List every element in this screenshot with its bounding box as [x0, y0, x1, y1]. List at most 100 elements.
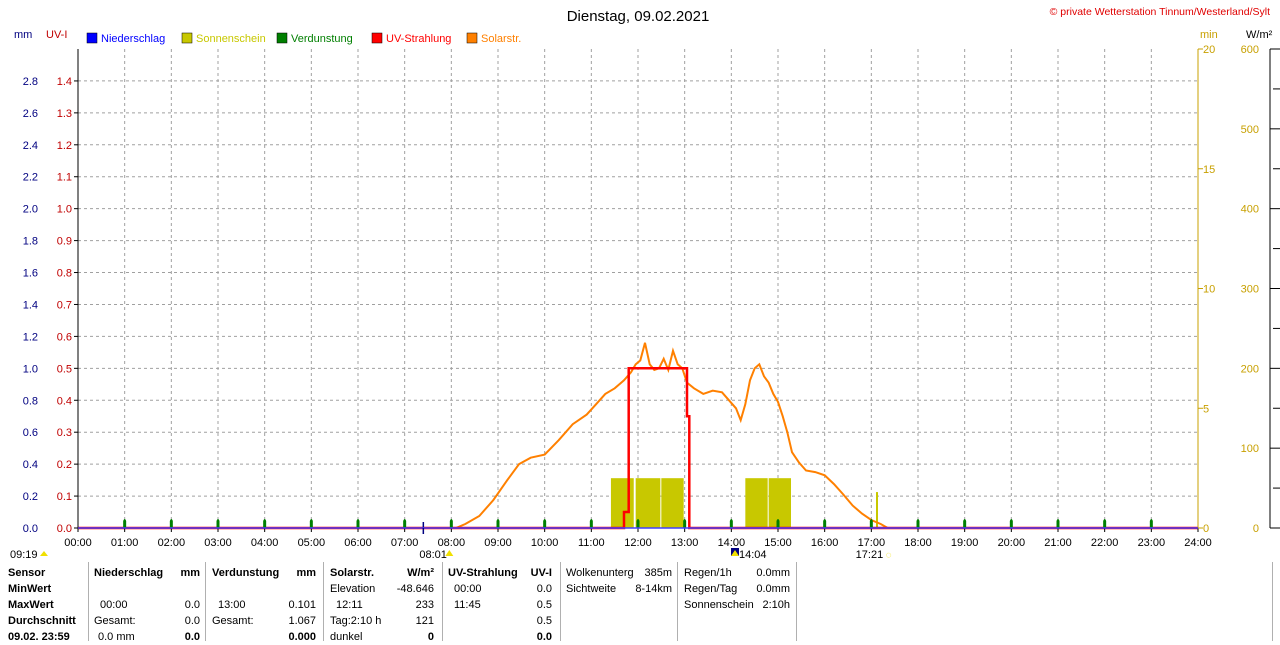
x-tick-label: 01:00	[111, 537, 139, 549]
uv-tick-label: 1.2	[57, 140, 72, 152]
wolkenunterg-value: 385m	[644, 567, 672, 579]
verdunstung-mark	[356, 519, 360, 528]
uv-tick-label: 1.4	[57, 76, 72, 88]
uv-series	[78, 367, 1198, 530]
regen-tag-value: 0.0mm	[756, 583, 790, 595]
mm-axis-label: mm	[14, 29, 32, 41]
mm-tick-label: 0.0	[23, 523, 38, 535]
uv-avg-value: 0.5	[536, 615, 552, 627]
uv-tick-label: 0.6	[57, 331, 72, 343]
legend-swatch-verdunstung	[276, 32, 288, 44]
uv-tick-label: 0.3	[57, 427, 72, 439]
row-label-sensor: Sensor	[8, 567, 46, 579]
min-tick-label: 0	[1203, 523, 1209, 535]
x-tick-label: 12:00	[624, 537, 652, 549]
moon-marker-icon: ◌	[886, 550, 892, 561]
uv-tick-label: 0.0	[57, 523, 72, 535]
x-tick-label: 03:00	[204, 537, 232, 549]
mm-tick-label: 0.8	[23, 395, 38, 407]
uv-tick-label: 0.2	[57, 459, 72, 471]
tick-labels: 0.0 0.2 0.4 0.6 0.8 1.0 1.2 1.4 1.6 1.8 2.0 2.2 2.4 2…	[23, 44, 1259, 549]
uv-axis-label: UV-I	[46, 29, 67, 41]
niederschlag-unit: mm	[180, 567, 200, 579]
solar-elevation-label: Elevation	[330, 583, 376, 595]
niederschlag-total-label: Gesamt:	[94, 615, 136, 627]
mm-tick-label: 2.0	[23, 204, 38, 216]
legend-label-niederschlag: Niederschlag	[101, 33, 165, 45]
min-axis-label: min	[1200, 29, 1218, 41]
uv-tick-label: 0.8	[57, 268, 72, 280]
sunrise-marker-label: 08:01	[419, 549, 447, 561]
row-labels: Sensor MinWert MaxWert Durchschnitt 09.0…	[8, 565, 86, 645]
solar-current-label: dunkel	[330, 631, 363, 643]
uv-current-value: 0.0	[536, 631, 552, 643]
wm2-tick-label: 300	[1241, 284, 1259, 296]
uv-column: UV-Strahlung UV-I 00:00 0.0 11:45 0.5 0.5 0…	[448, 565, 552, 645]
solar-elevation-value: -48.646	[396, 583, 434, 595]
wm2-axis-label: W/m²	[1246, 29, 1273, 41]
sunset-marker-label: 17:21	[856, 549, 884, 561]
legend-label-verdunstung: Verdunstung	[291, 33, 353, 45]
solar-line	[455, 342, 889, 529]
verdunstung-mark	[263, 519, 267, 528]
info-column: Wolkenunterg 385m Sichtweite 8-14km	[566, 565, 672, 597]
regen-1h-label: Regen/1h	[684, 567, 732, 579]
sunshine-bars	[610, 478, 878, 528]
mm-tick-label: 2.2	[23, 172, 38, 184]
wm2-tick-label: 600	[1241, 44, 1259, 56]
x-tick-label: 18:00	[904, 537, 932, 549]
verdunstung-mark	[1056, 519, 1060, 528]
uv-min-time: 00:00	[454, 583, 482, 595]
row-label-avg: Durchschnitt	[8, 615, 76, 627]
verdunstung-mark	[309, 519, 313, 528]
sunshine-bar	[635, 478, 661, 528]
solar-max-time: 12:11	[336, 599, 363, 611]
wolkenunterg-label: Wolkenunterg	[566, 567, 634, 579]
verdunstung-mark	[776, 519, 780, 528]
verdunstung-mark	[1009, 519, 1013, 528]
x-tick-label: 05:00	[298, 537, 326, 549]
wm2-tick-label: 500	[1241, 124, 1259, 136]
mm-tick-label: 1.4	[23, 299, 38, 311]
verdunstung-mark	[869, 519, 873, 528]
uv-min-value: 0.0	[536, 583, 552, 595]
sunshine-bar	[768, 478, 791, 528]
mm-tick-label: 2.4	[23, 140, 38, 152]
regen-tag-label: Regen/Tag	[684, 583, 738, 595]
x-tick-label: 21:00	[1044, 537, 1072, 549]
verdunstung-total-label: Gesamt:	[212, 615, 254, 627]
mm-tick-label: 0.2	[23, 491, 38, 503]
verdunstung-mark	[1149, 519, 1153, 528]
uv-tick-label: 0.1	[57, 491, 72, 503]
regen-1h-value: 0.0mm	[756, 567, 790, 579]
max-time-label: 14:04	[739, 549, 767, 561]
verdunstung-mark	[729, 519, 733, 528]
uv-unit: UV-I	[530, 567, 552, 579]
verdunstung-mark	[543, 519, 547, 528]
uv-tick-label: 0.9	[57, 236, 72, 248]
mm-tick-label: 2.6	[23, 108, 38, 120]
mm-tick-label: 0.6	[23, 427, 38, 439]
sun-marker-icon	[445, 550, 454, 556]
verdunstung-max-time: 13:00	[218, 599, 246, 611]
x-tick-label: 19:00	[951, 537, 979, 549]
sun-marker-icon	[731, 550, 739, 556]
x-tick-label: 23:00	[1138, 537, 1166, 549]
sunshine-bar	[610, 478, 634, 528]
row-label-time: 09.02. 23:59	[8, 631, 70, 643]
verdunstung-mark	[1103, 519, 1107, 528]
verdunstung-column: Verdunstung mm 13:00 0.101 Gesamt: 1.067 0.…	[212, 565, 316, 645]
solar-current-value: 0	[427, 631, 434, 643]
solar-unit: W/m²	[407, 567, 434, 579]
legend-swatch-solar	[466, 32, 478, 44]
legend-swatch-niederschlag	[86, 32, 98, 44]
verdunstung-mark	[496, 519, 500, 528]
regen-column: Regen/1h 0.0mm Regen/Tag 0.0mm Sonnenschei…	[684, 565, 790, 613]
min-tick-label: 10	[1203, 284, 1215, 296]
mm-tick-label: 1.2	[23, 331, 38, 343]
x-tick-label: 22:00	[1091, 537, 1119, 549]
verdunstung-marks	[123, 519, 1153, 528]
niederschlag-total-value: 0.0	[184, 615, 200, 627]
x-tick-label: 24:00	[1184, 537, 1212, 549]
